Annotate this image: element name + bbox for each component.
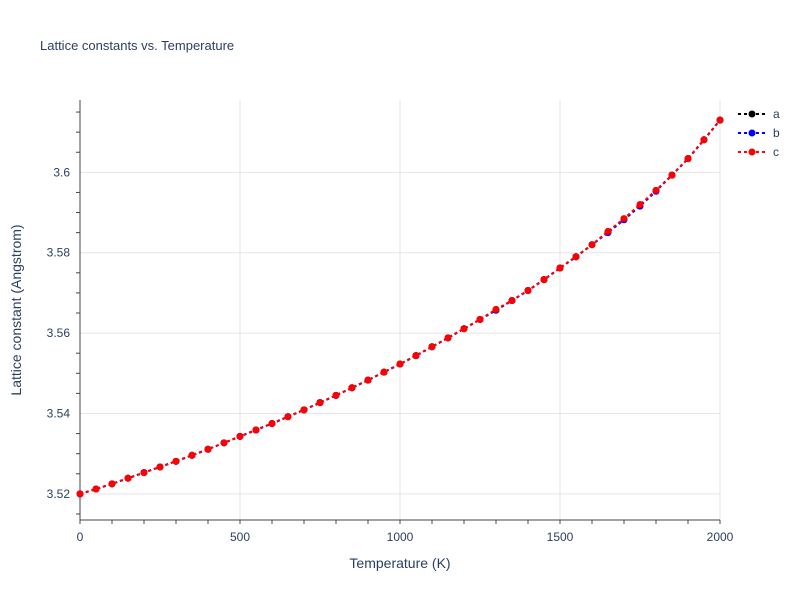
legend: a b c bbox=[738, 107, 780, 159]
data-point-c bbox=[300, 406, 308, 414]
data-point-c bbox=[572, 253, 580, 261]
y-tick-label: 3.6 bbox=[53, 165, 70, 179]
data-point-c bbox=[124, 474, 132, 482]
data-point-c bbox=[460, 325, 468, 333]
data-point-c bbox=[252, 426, 260, 434]
data-point-c bbox=[76, 490, 84, 498]
data-point-c bbox=[332, 391, 340, 399]
x-tick-label: 1500 bbox=[547, 530, 574, 544]
data-point-c bbox=[284, 413, 292, 421]
series-c bbox=[76, 116, 724, 498]
data-point-c bbox=[92, 485, 100, 493]
data-point-c bbox=[716, 116, 724, 124]
data-point-c bbox=[620, 215, 628, 223]
legend-item-b[interactable]: b bbox=[738, 126, 780, 140]
y-tick-label: 3.52 bbox=[47, 487, 71, 501]
grid bbox=[80, 100, 721, 520]
axes bbox=[76, 100, 721, 524]
data-point-c bbox=[700, 136, 708, 144]
y-tick-labels: 3.52 3.54 3.56 3.58 3.6 bbox=[47, 165, 71, 501]
data-point-c bbox=[556, 264, 564, 272]
data-point-c bbox=[604, 227, 612, 235]
legend-marker-c bbox=[748, 148, 756, 156]
x-tick-label: 0 bbox=[77, 530, 84, 544]
data-point-c bbox=[348, 384, 356, 392]
data-point-c bbox=[492, 305, 500, 313]
y-tick-label: 3.54 bbox=[47, 406, 71, 420]
data-point-c bbox=[220, 439, 228, 447]
x-tick-label: 1000 bbox=[387, 530, 414, 544]
data-point-c bbox=[380, 368, 388, 376]
data-point-c bbox=[364, 376, 372, 384]
data-point-c bbox=[412, 352, 420, 360]
legend-marker-a bbox=[748, 110, 756, 118]
legend-label-c: c bbox=[773, 145, 779, 159]
data-point-c bbox=[156, 463, 164, 471]
data-point-c bbox=[268, 420, 276, 428]
legend-label-a: a bbox=[773, 107, 780, 121]
data-point-c bbox=[508, 297, 516, 305]
data-point-c bbox=[204, 445, 212, 453]
y-tick-label: 3.58 bbox=[47, 246, 71, 260]
data-point-c bbox=[108, 480, 116, 488]
data-point-c bbox=[668, 171, 676, 179]
data-point-c bbox=[428, 343, 436, 351]
data-point-c bbox=[188, 451, 196, 459]
x-tick-label: 500 bbox=[230, 530, 250, 544]
data-point-c bbox=[540, 276, 548, 284]
y-tick-label: 3.56 bbox=[47, 326, 71, 340]
y-axis-title: Lattice constant (Angstrom) bbox=[8, 224, 24, 395]
legend-label-b: b bbox=[773, 126, 780, 140]
data-point-c bbox=[316, 399, 324, 407]
data-point-c bbox=[588, 241, 596, 249]
x-axis-title: Temperature (K) bbox=[349, 555, 450, 571]
data-point-c bbox=[444, 334, 452, 342]
legend-marker-b bbox=[748, 129, 756, 137]
legend-item-a[interactable]: a bbox=[738, 107, 780, 121]
data-point-c bbox=[172, 457, 180, 465]
legend-item-c[interactable]: c bbox=[738, 145, 779, 159]
plot-series bbox=[76, 116, 724, 498]
data-point-c bbox=[140, 469, 148, 477]
data-point-c bbox=[636, 200, 644, 208]
data-point-c bbox=[236, 432, 244, 440]
x-tick-labels: 0 500 1000 1500 2000 bbox=[77, 530, 734, 544]
data-point-c bbox=[396, 360, 404, 368]
data-point-c bbox=[476, 315, 484, 323]
chart-title: Lattice constants vs. Temperature bbox=[40, 38, 234, 53]
x-tick-label: 2000 bbox=[707, 530, 734, 544]
data-point-c bbox=[652, 186, 660, 194]
data-point-c bbox=[524, 287, 532, 295]
data-point-c bbox=[684, 155, 692, 163]
